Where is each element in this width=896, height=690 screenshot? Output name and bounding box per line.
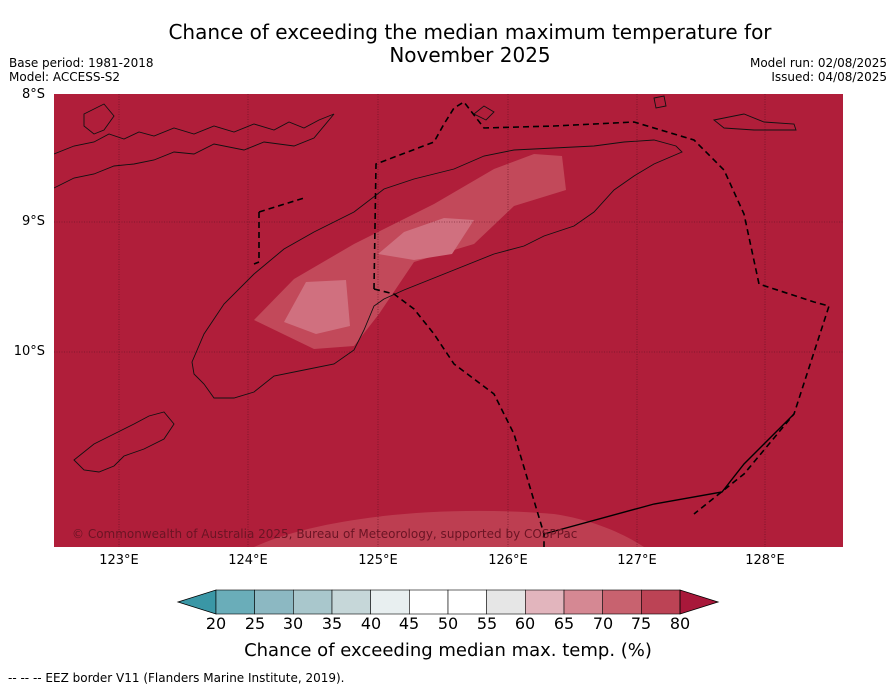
- lat-label-8s: 8°S: [21, 87, 45, 102]
- flores-coastline: [54, 113, 335, 189]
- colorbar-tick-75: 75: [630, 614, 652, 633]
- probability-patch-south: [254, 510, 644, 547]
- eez-oecusse: [253, 197, 305, 265]
- colorbar-tick-70: 70: [592, 614, 614, 633]
- colorbar-segment-55-60: [486, 589, 526, 615]
- colorbar-tick-30: 30: [282, 614, 304, 633]
- copyright-text: © Commonwealth of Australia 2025, Bureau…: [72, 527, 577, 541]
- colorbar-arrow-above-80: [679, 589, 720, 615]
- colorbar-tick-25: 25: [244, 614, 266, 633]
- map-title-line-2: November 2025: [389, 43, 551, 67]
- colorbar-tick-40: 40: [360, 614, 382, 633]
- small-island-1: [83, 103, 115, 135]
- eez-southern-line: [373, 288, 545, 547]
- eez-solid-segment: [543, 413, 795, 535]
- issued-text: Issued: 04/08/2025: [771, 70, 887, 84]
- small-island-4: [712, 113, 797, 131]
- colorbar-tick-60: 60: [514, 614, 536, 633]
- small-island-3: [653, 95, 667, 109]
- coastlines: [54, 95, 797, 473]
- eez-footnote: -- -- -- EEZ border V11 (Flanders Marine…: [8, 671, 345, 685]
- colorbar-segment-35-40: [331, 589, 371, 615]
- colorbar-segment-20-25: [215, 589, 255, 615]
- lon-label-128e: 128°E: [745, 553, 785, 568]
- colorbar-tick-55: 55: [476, 614, 498, 633]
- map-panel: © Commonwealth of Australia 2025, Bureau…: [54, 94, 843, 547]
- colorbar-segment-45-50: [409, 589, 449, 615]
- lon-label-125e: 125°E: [358, 553, 398, 568]
- colorbar-segment-70-75: [602, 589, 642, 615]
- probability-field-above-80: [54, 94, 843, 547]
- map-gridlines: [54, 94, 843, 547]
- rote-coastline: [73, 411, 175, 473]
- colorbar-segment-25-30: [254, 589, 294, 615]
- colorbar-segments: [176, 589, 720, 615]
- colorbar-segment-50-55: [447, 589, 487, 615]
- colorbar: [176, 589, 720, 615]
- colorbar-tick-45: 45: [398, 614, 420, 633]
- lat-label-9s: 9°S: [21, 214, 45, 229]
- colorbar-tick-35: 35: [321, 614, 343, 633]
- base-period-text: Base period: 1981-2018: [9, 56, 154, 70]
- probability-patch-70-75-east: [378, 218, 474, 260]
- colorbar-tick-80: 80: [669, 614, 691, 633]
- lon-label-123e: 123°E: [99, 553, 139, 568]
- eez-timor-leste: [373, 100, 831, 515]
- lon-label-127e: 127°E: [617, 553, 657, 568]
- map-title-line-1: Chance of exceeding the median maximum t…: [168, 20, 772, 44]
- colorbar-arrow-below-20: [176, 589, 217, 615]
- probability-patch-70-75-west: [284, 280, 350, 334]
- lat-label-10s: 10°S: [13, 344, 45, 359]
- colorbar-segment-30-35: [293, 589, 333, 615]
- lon-label-124e: 124°E: [228, 553, 268, 568]
- colorbar-tick-20: 20: [205, 614, 227, 633]
- colorbar-tick-50: 50: [437, 614, 459, 633]
- colorbar-segment-40-45: [370, 589, 410, 615]
- colorbar-tick-65: 65: [553, 614, 575, 633]
- model-run-text: Model run: 02/08/2025: [749, 56, 887, 70]
- colorbar-segment-75-80: [641, 589, 681, 615]
- timor-coastline: [191, 139, 683, 399]
- colorbar-label: Chance of exceeding median max. temp. (%…: [244, 640, 652, 661]
- colorbar-segment-65-70: [563, 589, 603, 615]
- eez-border: [253, 100, 831, 547]
- small-island-2: [473, 105, 495, 121]
- colorbar-segment-60-65: [525, 589, 565, 615]
- model-text: Model: ACCESS-S2: [9, 70, 121, 84]
- lon-label-126e: 126°E: [488, 553, 528, 568]
